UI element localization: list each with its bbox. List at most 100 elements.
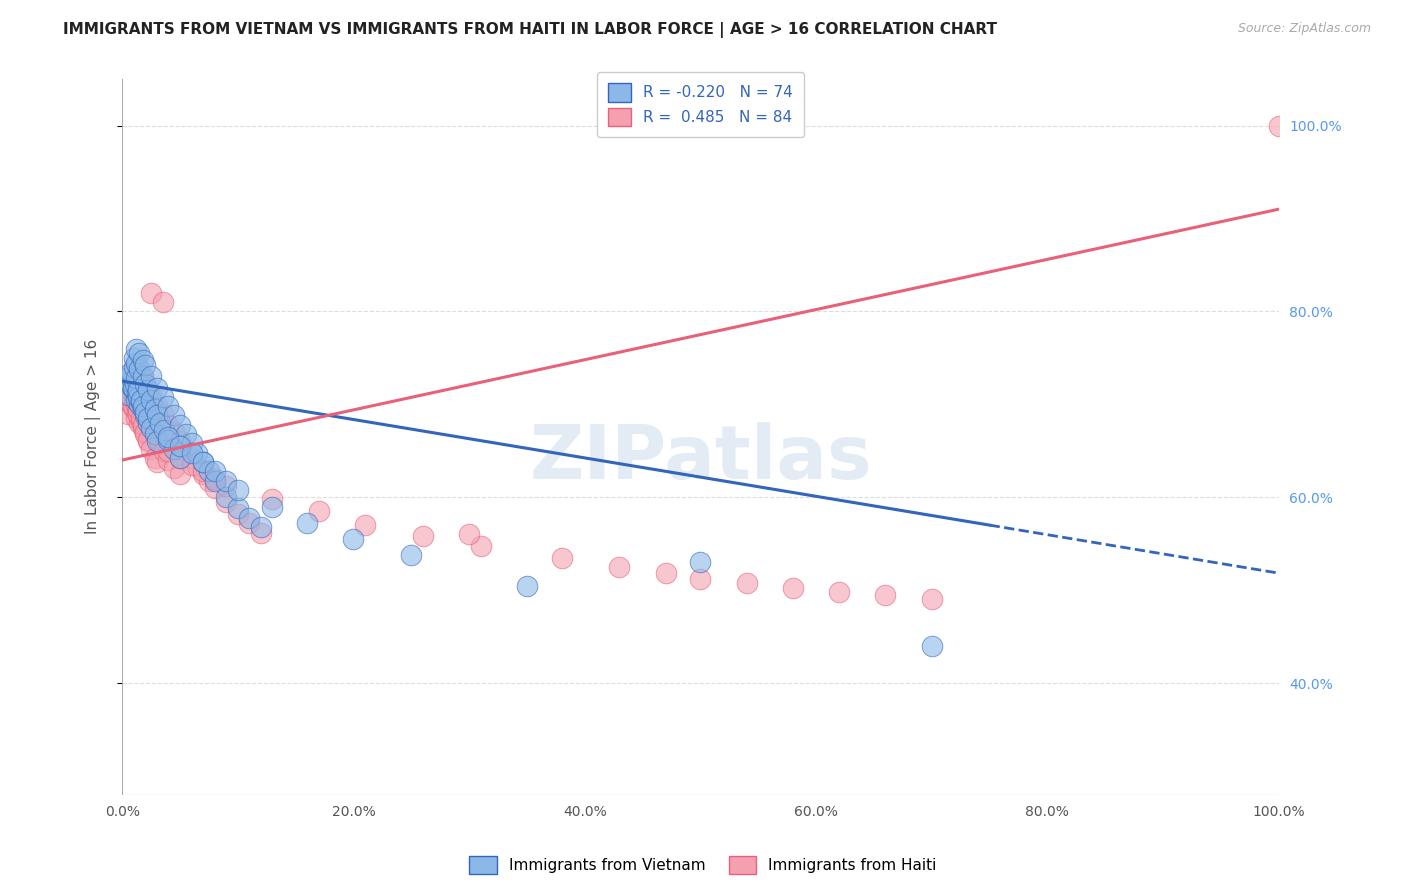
Point [125,411,148,425]
Point [412,529,434,543]
Point [132,388,155,402]
Point [134,397,156,411]
Point [152,409,174,423]
Point [139,392,162,407]
Point [163,442,186,456]
Legend: R = -0.220   N = 74, R =  0.485   N = 84: R = -0.220 N = 74, R = 0.485 N = 84 [598,72,804,137]
Point [191,455,214,469]
Point [128,397,150,411]
Point [120,388,142,402]
Point [120,365,142,379]
Point [354,518,377,533]
Point [204,472,226,486]
Point [174,443,197,458]
Legend: Immigrants from Vietnam, Immigrants from Haiti: Immigrants from Vietnam, Immigrants from… [463,850,943,880]
Point [132,420,155,434]
Point [470,539,492,553]
Point [146,409,169,423]
Point [655,566,678,581]
Point [342,532,364,546]
Point [118,392,141,407]
Point [262,500,284,514]
Point [124,376,146,391]
Point [134,359,156,373]
Point [180,451,202,466]
Point [143,427,166,442]
Point [186,445,208,459]
Point [163,460,186,475]
Point [215,495,238,509]
Point [169,434,191,449]
Point [163,425,186,440]
Point [122,401,145,416]
Point [401,548,423,562]
Point [143,423,166,437]
Point [127,386,149,401]
Point [132,399,155,413]
Point [124,395,146,409]
Point [143,401,166,416]
Point [134,405,156,419]
Point [122,378,145,392]
Point [215,479,238,493]
Point [132,352,155,367]
Point [125,390,148,404]
Point [152,390,174,404]
Point [204,481,226,495]
Point [139,442,162,456]
Point [204,474,226,488]
Point [308,504,330,518]
Point [689,555,711,569]
Point [129,392,152,407]
Point [132,401,155,416]
Point [146,434,169,449]
Point [128,362,150,376]
Point [174,427,197,442]
Point [226,507,249,521]
Point [136,411,159,425]
Point [127,405,149,419]
Point [120,369,142,384]
Point [609,560,631,574]
Point [118,374,141,388]
Point [134,376,156,391]
Point [157,453,180,467]
Point [125,342,148,356]
Point [120,378,142,392]
Point [180,458,202,472]
Point [157,399,180,413]
Point [550,550,572,565]
Point [122,351,145,365]
Point [152,423,174,437]
Point [149,416,172,430]
Point [458,527,481,541]
Point [136,405,159,419]
Point [122,360,145,375]
Point [180,436,202,450]
Point [1267,119,1289,133]
Point [125,360,148,375]
Point [735,575,758,590]
Text: ZIPatlas: ZIPatlas [529,422,872,495]
Text: IMMIGRANTS FROM VIETNAM VS IMMIGRANTS FROM HAITI IN LABOR FORCE | AGE > 16 CORRE: IMMIGRANTS FROM VIETNAM VS IMMIGRANTS FR… [63,22,997,38]
Point [921,592,943,607]
Point [134,376,156,391]
Point [136,433,159,447]
Point [875,588,897,602]
Point [139,369,162,384]
Point [215,490,238,504]
Point [134,427,156,442]
Point [163,409,186,423]
Text: Source: ZipAtlas.com: Source: ZipAtlas.com [1237,22,1371,36]
Point [204,464,226,478]
Point [191,467,214,481]
Point [250,520,273,534]
Point [157,443,180,458]
Point [139,420,162,434]
Point [125,371,148,385]
Point [782,582,804,596]
Point [136,434,159,449]
Point [127,409,149,423]
Point [122,384,145,398]
Point [127,384,149,398]
